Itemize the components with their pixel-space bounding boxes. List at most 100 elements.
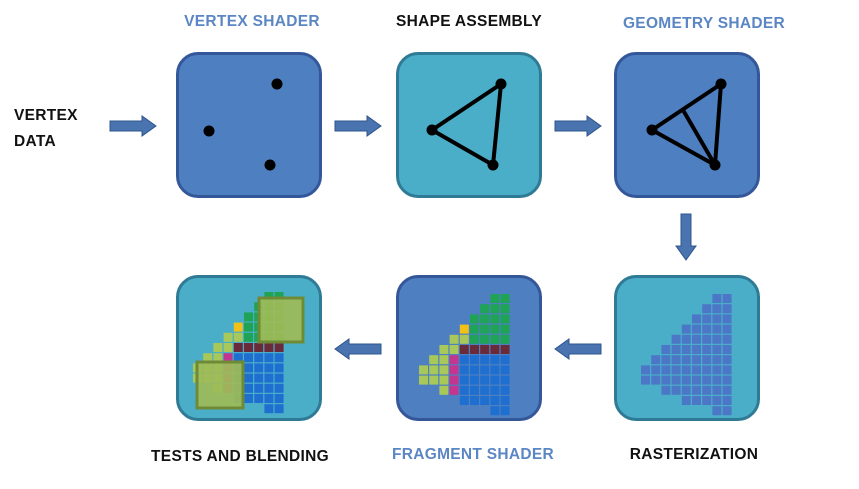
pixel-cell [651, 365, 661, 375]
pixel-cell [641, 365, 650, 375]
pixel-cell [500, 304, 510, 314]
pixel-cell [274, 363, 284, 373]
pixel-cell [722, 365, 732, 375]
pixel-cell [459, 355, 469, 365]
blend-overlay-square [257, 296, 305, 344]
pixel-cell [722, 375, 732, 385]
pixel-cell [692, 355, 701, 365]
pixel-cell [490, 396, 500, 405]
pixel-cell [244, 322, 253, 332]
pixel-cell [419, 375, 428, 385]
pixel-cell [661, 345, 671, 354]
pixel-cell [254, 383, 264, 393]
pixel-cell [500, 345, 510, 354]
pixel-cell [459, 365, 469, 375]
geometry-shader-box [614, 52, 760, 198]
pixel-cell [490, 355, 500, 365]
pixel-cell [480, 314, 490, 324]
pixel-cell [449, 375, 459, 385]
pixel-cell [702, 304, 712, 314]
vertex-point [487, 159, 499, 171]
vertex-point [426, 124, 438, 136]
pixel-cell [459, 324, 469, 334]
pixel-cell [233, 332, 243, 342]
pixel-cell [681, 334, 691, 344]
pixel-cell [712, 385, 722, 395]
pixel-cell [470, 375, 479, 385]
pixel-cell [490, 314, 500, 324]
pixel-cell [702, 396, 712, 405]
pixel-cell [490, 365, 500, 375]
pixel-cell [480, 345, 490, 354]
pixel-cell [264, 373, 274, 383]
pixel-cell [439, 385, 449, 395]
pixel-cell [722, 396, 732, 405]
pixel-cell [500, 294, 510, 303]
pixel-cell [661, 385, 671, 395]
arrow-left-icon [554, 338, 602, 360]
pixel-cell [722, 406, 732, 416]
pixel-cell [223, 343, 233, 352]
pixel-cell [661, 365, 671, 375]
pixel-cell [722, 304, 732, 314]
pixel-cell [274, 404, 284, 414]
pixel-cell [490, 345, 500, 354]
pixel-cell [712, 375, 722, 385]
rasterization-label: RASTERIZATION [629, 446, 759, 463]
pixel-cell [712, 314, 722, 324]
pixel-cell [470, 355, 479, 365]
pixel-cell [470, 385, 479, 395]
pixel-cell [702, 324, 712, 334]
pixel-cell [702, 385, 712, 395]
pixel-cell [233, 322, 243, 332]
pixel-cell [651, 355, 661, 365]
pixel-cell [264, 394, 274, 403]
pixel-cell [712, 294, 722, 303]
pixel-cell [244, 394, 253, 403]
pixel-cell [470, 324, 479, 334]
pixel-cell [712, 304, 722, 314]
pixel-cell [264, 353, 274, 363]
rasterized-pixels-graphic [641, 294, 732, 416]
pixel-cell [254, 394, 264, 403]
pixel-cell [470, 396, 479, 405]
pixel-cell [500, 406, 510, 416]
pixel-cell [470, 334, 479, 344]
vertex-data-line1: VERTEX [14, 107, 78, 124]
pixel-cell [722, 334, 732, 344]
pixel-cell [692, 385, 701, 395]
pixel-cell [702, 375, 712, 385]
pixel-cell [692, 345, 701, 354]
pixel-cell [681, 324, 691, 334]
arrow-down-icon [675, 213, 697, 261]
pixel-cell [449, 355, 459, 365]
pixel-cell [641, 375, 650, 385]
vertex-shader-label: VERTEX SHADER [184, 13, 320, 30]
fragment-shader-box [396, 275, 542, 421]
pixel-cell [480, 385, 490, 395]
pixel-cell [712, 324, 722, 334]
pixel-cell [692, 334, 701, 344]
pixel-cell [480, 365, 490, 375]
pixel-cell [470, 365, 479, 375]
pixel-cell [264, 363, 274, 373]
shaded-fragments-graphic [419, 294, 510, 416]
pixel-cell [722, 324, 732, 334]
pixel-cell [722, 345, 732, 354]
pixel-cell [722, 314, 732, 324]
pixel-cell [274, 394, 284, 403]
pixel-cell [722, 385, 732, 395]
pixel-cell [712, 396, 722, 405]
pixel-cell [264, 383, 274, 393]
pixel-cell [500, 375, 510, 385]
pixel-cell [692, 375, 701, 385]
pixel-cell [681, 385, 691, 395]
pixel-cell [712, 334, 722, 344]
vertex-point [271, 78, 283, 90]
pixel-cell [439, 345, 449, 354]
pixel-cell [702, 355, 712, 365]
pixel-cell [439, 365, 449, 375]
pixel-cell [244, 332, 253, 342]
tests-and-blending-label: TESTS AND BLENDING [151, 448, 329, 465]
pixel-cell [490, 294, 500, 303]
